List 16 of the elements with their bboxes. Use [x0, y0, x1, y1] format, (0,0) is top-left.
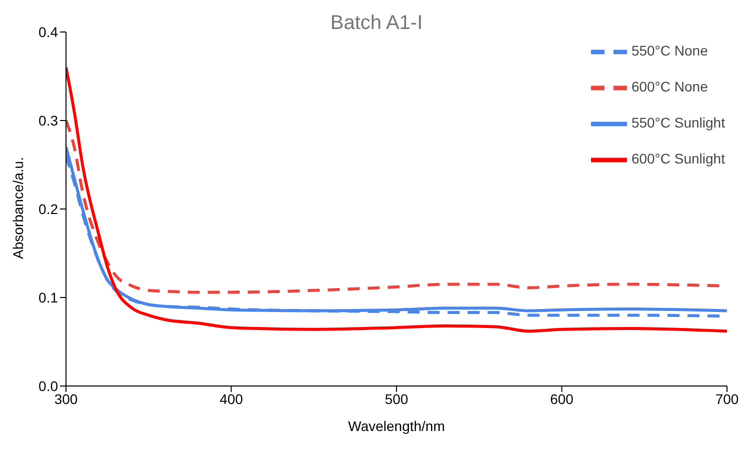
- x-tick-label: 500: [384, 390, 408, 407]
- legend-label: 600°C None: [631, 78, 708, 95]
- y-tick-label: 0.4: [38, 24, 58, 40]
- legend-label: 600°C Sunlight: [631, 150, 725, 167]
- y-tick-label: 0.1: [38, 289, 58, 306]
- y-axis-title: Absorbance/a.u.: [10, 157, 26, 259]
- chart-title: Batch A1-I: [330, 12, 423, 34]
- x-axis-title: Wavelength/nm: [348, 418, 445, 434]
- y-tick-label: 0.2: [38, 200, 58, 217]
- legend-label: 550°C None: [631, 42, 708, 59]
- x-tick-label: 400: [220, 390, 244, 407]
- x-tick-label: 600: [550, 390, 574, 407]
- x-tick-label: 700: [715, 390, 739, 407]
- y-tick-label: 0.3: [38, 112, 58, 128]
- line-series: [66, 66, 727, 333]
- legend-label: 550°C Sunlight: [631, 114, 725, 131]
